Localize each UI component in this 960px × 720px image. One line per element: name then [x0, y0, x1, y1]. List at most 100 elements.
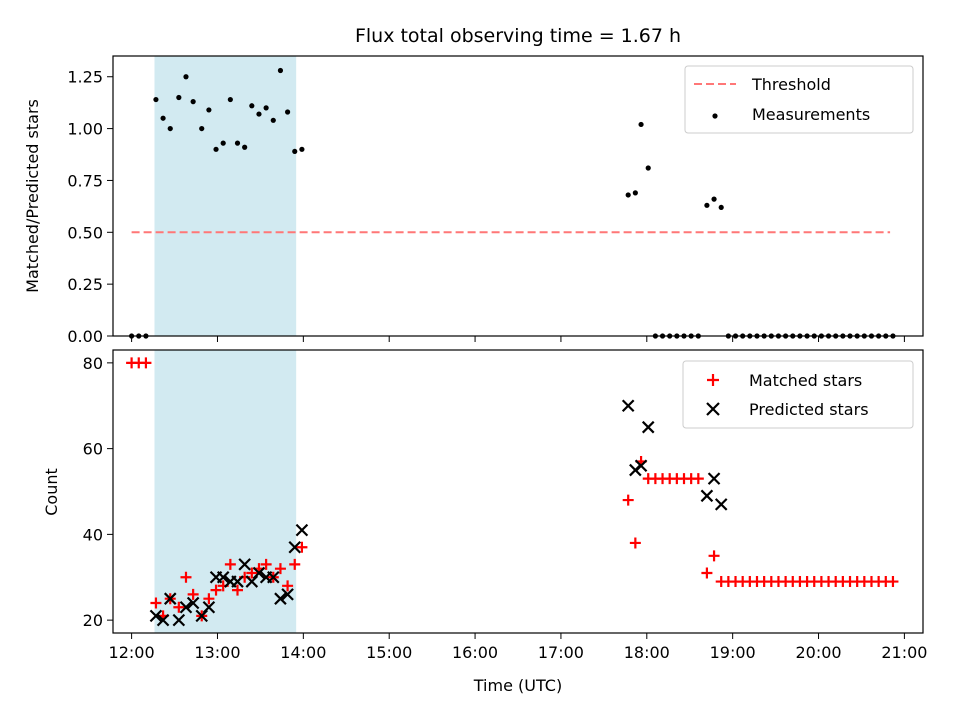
predicted-legend-label: Predicted stars: [749, 400, 869, 419]
measurement-point: [299, 146, 305, 152]
measurement-point: [632, 190, 638, 196]
bottom-y-tick-label: 60: [83, 440, 103, 459]
x-tick-label: 15:00: [366, 643, 412, 662]
measurement-point: [160, 115, 166, 121]
x-tick-label: 20:00: [795, 643, 841, 662]
predicted-star-marker: [281, 588, 294, 601]
measurement-point: [220, 140, 226, 146]
matched-star-marker: [203, 593, 215, 605]
x-tick-label: 19:00: [710, 643, 756, 662]
matched-star-marker: [708, 550, 720, 562]
top-y-ticks: 0.00 0.25 0.50 0.75 1.00 1.25: [67, 68, 113, 346]
predicted-star-marker: [621, 399, 635, 413]
measurement-point: [199, 125, 205, 132]
predicted-star-marker: [163, 592, 177, 605]
measurement-point: [242, 144, 248, 150]
measurement-point: [292, 148, 298, 155]
top-y-tick-label: 0.50: [67, 223, 103, 242]
matched-star-marker: [173, 601, 185, 613]
predicted-star-marker: [216, 570, 230, 584]
matched-star-marker: [701, 567, 713, 579]
x-tick-label: 18:00: [624, 643, 670, 662]
x-tick-label: 12:00: [109, 643, 155, 662]
measurement-point: [234, 140, 241, 146]
predicted-star-marker: [714, 498, 728, 511]
top-y-tick-label: 0.25: [67, 275, 103, 294]
predicted-legend-swatch: [706, 402, 720, 416]
top-y-tick-label: 1.00: [67, 120, 103, 139]
measurement-point: [153, 96, 159, 103]
matched-star-marker: [260, 558, 272, 570]
measurement-point: [718, 204, 724, 211]
matched-star-marker: [232, 584, 244, 596]
matched-star-marker: [296, 541, 308, 553]
predicted-star-marker: [634, 459, 648, 473]
top-y-tick-label: 1.25: [67, 68, 103, 87]
bottom-y-tick-label: 80: [83, 354, 103, 373]
x-tick-label: 14:00: [280, 643, 326, 662]
predicted-star-marker: [156, 613, 170, 627]
x-axis-label: Time (UTC): [473, 676, 562, 695]
measurement-point: [190, 99, 196, 105]
predicted-star-points: [149, 399, 728, 627]
matched-star-marker: [150, 597, 162, 609]
matched-star-marker: [246, 567, 258, 579]
predicted-star-marker: [186, 596, 200, 610]
x-tick-label: 16:00: [452, 643, 498, 662]
measurement-point: [638, 121, 644, 128]
chart-title: Flux total observing time = 1.67 h: [355, 25, 681, 47]
measurement-point: [277, 67, 284, 74]
measurement-point: [206, 107, 212, 113]
x-tick-label: 21:00: [881, 643, 927, 662]
matched-star-marker: [210, 584, 222, 596]
predicted-star-marker: [707, 472, 721, 485]
bottom-legend: Matched stars Predicted stars: [682, 360, 914, 429]
measurement-point: [256, 111, 262, 117]
measurement-point: [167, 125, 173, 132]
predicted-star-marker: [149, 609, 163, 623]
predicted-star-marker: [274, 592, 287, 605]
predicted-star-marker: [172, 613, 186, 627]
top-legend-box: [684, 65, 914, 134]
measurement-point: [284, 109, 291, 115]
top-legend: Threshold Measurements: [684, 65, 914, 134]
measurement-point: [227, 96, 233, 103]
matched-star-marker: [187, 588, 199, 600]
measurement-point: [263, 105, 269, 111]
x-tick-label: 17:00: [538, 643, 584, 662]
matched-star-marker: [692, 473, 704, 485]
measurement-point: [645, 165, 651, 171]
matched-star-marker: [180, 571, 192, 583]
measurement-point: [183, 74, 189, 80]
top-y-tick-label: 0.75: [67, 171, 103, 190]
bottom-y-tick-label: 20: [83, 611, 103, 630]
measurement-point: [270, 117, 276, 123]
predicted-star-marker: [202, 600, 216, 614]
top-y-axis-label: Matched/Predicted stars: [23, 99, 42, 293]
predicted-star-marker: [179, 600, 193, 614]
matched-legend-swatch: [707, 374, 719, 386]
bottom-y-ticks: 20 40 60 80: [83, 354, 113, 630]
top-axes-frame: [112, 55, 924, 337]
measurement-point: [711, 196, 717, 202]
predicted-star-marker: [700, 489, 714, 503]
matched-star-marker: [224, 558, 236, 570]
top-y-tick-label: 0.00: [67, 327, 103, 346]
matched-star-marker: [282, 580, 294, 592]
bottom-x-ticks: 12:00 13:00 14:00 15:00 16:00 17:00 18:00 19:00…: [109, 633, 927, 662]
matched-star-marker: [289, 558, 301, 570]
matched-star-marker: [622, 494, 634, 506]
top-x-ticks: [131, 336, 905, 342]
observing-highlight-span: [154, 56, 297, 336]
measurement-point: [704, 202, 710, 208]
predicted-star-marker: [238, 558, 251, 571]
predicted-star-marker: [288, 540, 302, 554]
predicted-star-marker: [231, 575, 244, 588]
measurement-point: [625, 192, 631, 198]
predicted-star-marker: [267, 570, 280, 584]
matched-star-marker: [140, 357, 152, 369]
x-tick-label: 13:00: [194, 643, 240, 662]
measurements-legend-swatch: [712, 113, 718, 119]
